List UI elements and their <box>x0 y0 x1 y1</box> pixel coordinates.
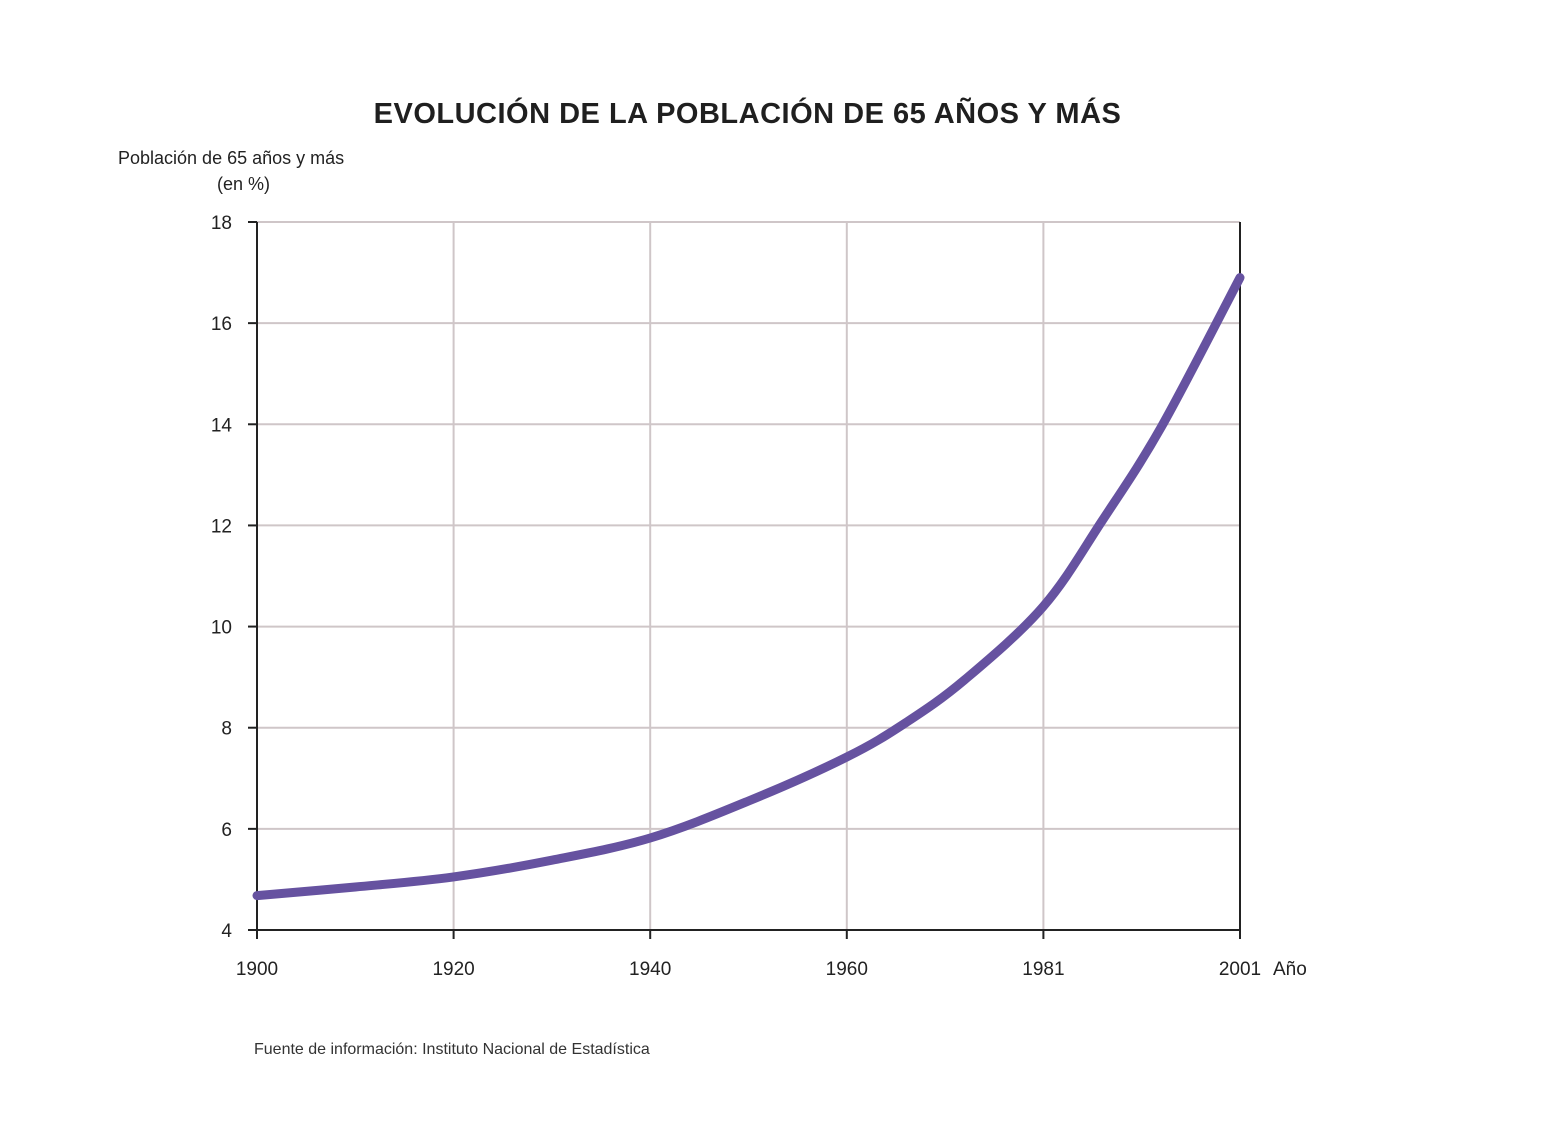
x-tick-label: 1940 <box>629 959 671 980</box>
y-tick-label: 8 <box>221 719 232 740</box>
x-tick-label: 1920 <box>432 959 474 980</box>
source-note: Fuente de información: Instituto Naciona… <box>254 1041 650 1058</box>
x-tick-label: 1960 <box>826 959 868 980</box>
x-tick-label: 1900 <box>236 959 278 980</box>
chart-title: EVOLUCIÓN DE LA POBLACIÓN DE 65 AÑOS Y M… <box>373 98 1122 130</box>
y-axis-unit-label: (en %) <box>217 174 271 194</box>
series-line <box>252 273 1245 901</box>
y-axis-label: Población de 65 años y más <box>118 148 345 168</box>
y-tick-label: 12 <box>211 516 232 537</box>
x-tick-label: 2001 <box>1219 959 1261 980</box>
axes <box>248 221 1241 939</box>
tick-labels: 4 6 8 10 12 14 16 18 1900 1920 1940 1960 1981 2001 Año <box>211 213 1307 980</box>
series-layer <box>252 273 1245 901</box>
x-tick-label: 1981 <box>1022 959 1064 980</box>
x-axis-label: Año <box>1273 959 1307 980</box>
y-tick-label: 16 <box>211 314 232 335</box>
y-tick-label: 18 <box>211 213 232 234</box>
y-tick-label: 14 <box>211 415 233 436</box>
grid <box>257 221 1241 930</box>
y-tick-label: 4 <box>221 921 232 942</box>
y-tick-label: 10 <box>211 618 232 639</box>
y-tick-label: 6 <box>221 820 232 841</box>
